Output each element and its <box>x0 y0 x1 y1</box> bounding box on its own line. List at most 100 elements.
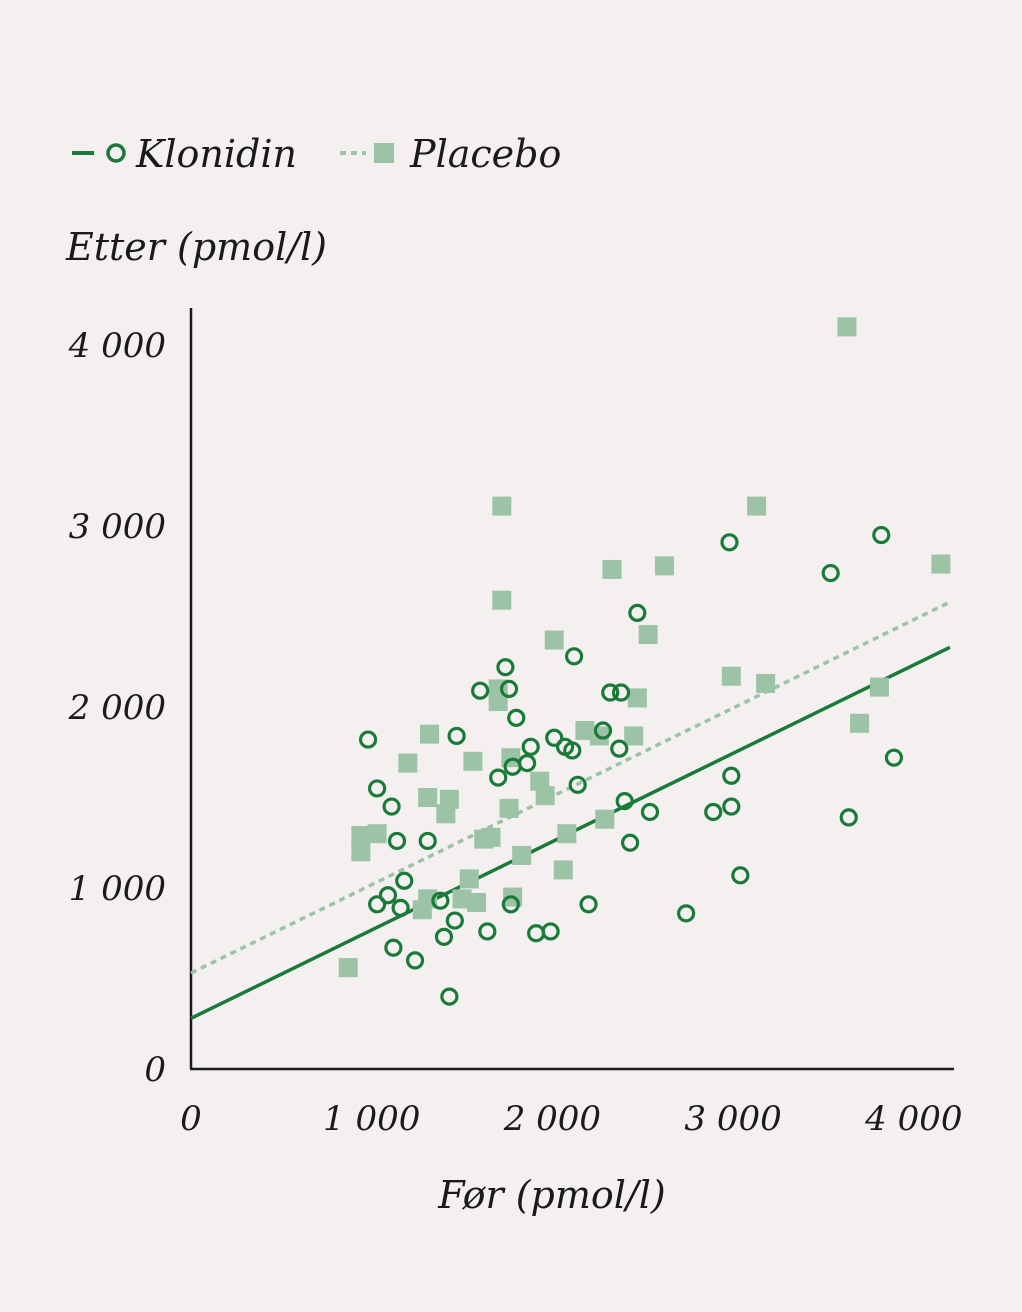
placebo-point <box>530 771 550 791</box>
placebo-point <box>420 724 440 744</box>
klonidin-point <box>593 721 613 740</box>
klonidin-point <box>839 808 858 827</box>
klonidin-point <box>601 683 620 702</box>
placebo-point <box>459 869 479 889</box>
klonidin-point <box>445 911 464 930</box>
klonidin-point <box>722 766 741 785</box>
legend-placebo-label: Placebo <box>409 132 561 176</box>
klonidin-point <box>384 938 403 957</box>
placebo-point <box>721 666 741 686</box>
placebo-point <box>351 826 371 846</box>
klonidin-point <box>568 775 587 794</box>
placebo-point <box>452 889 472 909</box>
klonidin-point <box>405 951 425 970</box>
placebo-point <box>367 824 387 844</box>
x-tick-labels: 0 1 000 2 000 3 000 4 000 <box>180 1099 962 1139</box>
klonidin-point <box>431 891 450 910</box>
klonidin-point <box>395 871 414 890</box>
legend-item-placebo: Placebo <box>340 132 561 176</box>
placebo-point <box>654 556 674 576</box>
klonidin-point <box>368 779 387 798</box>
legend-klonidin-marker <box>106 143 126 163</box>
legend-item-klonidin: Klonidin <box>72 132 297 176</box>
placebo-point <box>638 625 658 645</box>
placebo-point <box>535 786 555 806</box>
placebo-point <box>553 860 573 880</box>
placebo-points <box>338 317 951 978</box>
klonidin-point <box>501 895 520 914</box>
klonidin-point <box>518 754 537 773</box>
klonidin-point <box>378 886 398 905</box>
klonidin-point <box>440 987 459 1006</box>
klonidin-point <box>496 658 515 677</box>
klonidin-point <box>615 792 634 811</box>
x-tick-label: 1 000 <box>323 1099 420 1139</box>
legend-placebo-marker <box>374 143 394 163</box>
y-tick-labels: 0 1 000 2 000 3 000 4 000 <box>68 326 166 1090</box>
klonidin-point <box>358 730 378 749</box>
y-tick-label: 2 000 <box>68 688 166 728</box>
placebo-point <box>463 751 483 771</box>
x-axis-title: Før (pmol/l) <box>437 1173 665 1217</box>
placebo-point <box>398 753 418 773</box>
klonidin-point <box>521 737 540 756</box>
placebo-point <box>436 804 456 824</box>
klonidin-point <box>434 927 454 946</box>
klonidin-point <box>821 563 840 583</box>
placebo-point <box>575 721 595 741</box>
klonidin-point <box>611 683 631 702</box>
klonidin-point <box>545 728 564 747</box>
x-tick-label: 2 000 <box>503 1099 601 1139</box>
placebo-point <box>850 713 870 733</box>
y-tick-label: 4 000 <box>68 326 166 366</box>
placebo-point <box>492 590 512 610</box>
placebo-point <box>931 554 951 574</box>
placebo-point <box>351 842 371 862</box>
klonidin-point <box>563 741 582 760</box>
klonidin-point <box>527 924 546 943</box>
placebo-point <box>418 788 438 807</box>
placebo-point <box>499 798 519 818</box>
klonidin-point <box>722 797 741 816</box>
klonidin-points <box>358 525 904 1006</box>
klonidin-point <box>731 866 750 885</box>
klonidin-point <box>418 831 437 851</box>
placebo-point <box>627 688 647 708</box>
klonidin-point <box>387 831 407 851</box>
placebo-point <box>869 677 889 697</box>
klonidin-point <box>564 647 584 666</box>
placebo-point <box>837 317 857 337</box>
klonidin-point <box>541 922 560 941</box>
klonidin-point <box>628 603 647 622</box>
placebo-point <box>467 892 487 912</box>
placebo-point <box>492 496 512 516</box>
y-axis-title: Etter (pmol/l) <box>65 225 327 269</box>
placebo-point <box>557 824 577 844</box>
placebo-point <box>595 809 615 829</box>
y-tick-label: 0 <box>144 1050 166 1090</box>
placebo-point <box>624 726 644 746</box>
placebo-point <box>747 496 767 516</box>
klonidin-point <box>884 748 904 767</box>
klonidin-point <box>610 739 629 758</box>
placebo-point <box>602 559 622 579</box>
klonidin-point <box>621 833 640 852</box>
y-tick-label: 1 000 <box>69 869 166 909</box>
klonidin-point <box>872 525 891 545</box>
klonidin-point <box>579 895 598 914</box>
klonidin-point <box>478 922 497 941</box>
klonidin-point <box>720 533 739 552</box>
klonidin-point <box>499 679 519 699</box>
klonidin-point <box>391 898 410 918</box>
placebo-point <box>756 673 776 693</box>
klonidin-point <box>447 726 466 746</box>
legend: Klonidin Placebo <box>72 132 561 176</box>
klonidin-point <box>507 708 526 727</box>
x-tick-label: 4 000 <box>864 1099 962 1139</box>
legend-klonidin-label: Klonidin <box>135 132 297 176</box>
placebo-point <box>512 845 532 865</box>
klonidin-point <box>640 802 660 822</box>
klonidin-point <box>489 768 508 787</box>
klonidin-point <box>704 802 723 822</box>
